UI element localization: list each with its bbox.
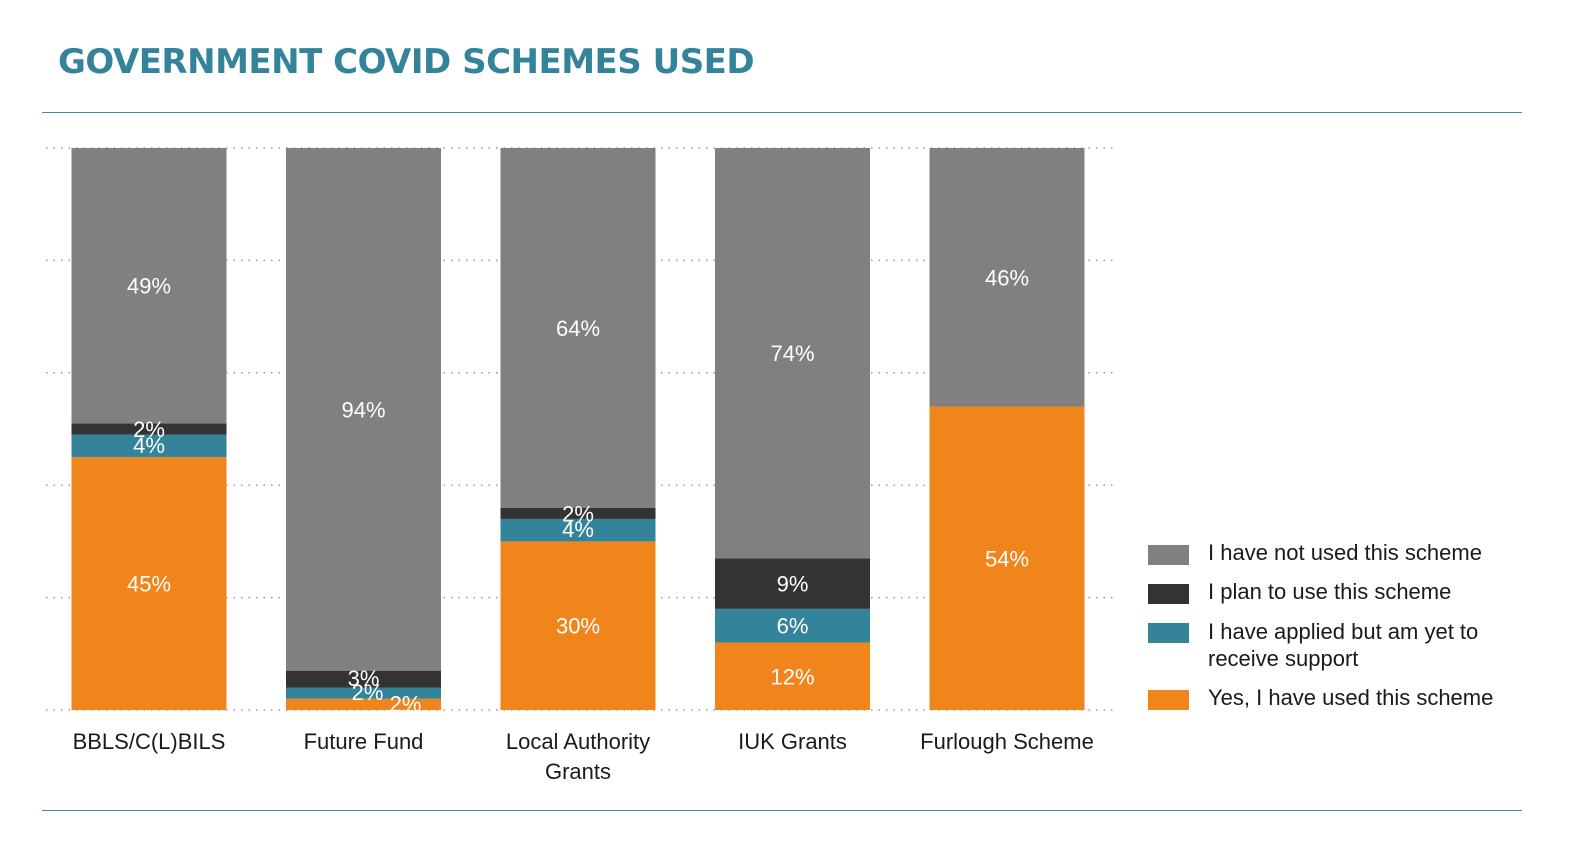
data-label: 2% [352,680,384,705]
legend-swatch-applied [1148,623,1189,643]
chart-title: GOVERNMENT COVID SCHEMES USED [58,42,755,82]
legend-item-plan: I plan to use this scheme [1148,579,1508,605]
bar-segment-2-series-2 [286,687,441,699]
bar-segment-1-series-3 [71,423,227,435]
data-label: 2% [390,691,422,716]
bar-segment-5-series-1 [929,406,1085,710]
category-label: Furlough Scheme [920,729,1094,754]
category-label: Future Fund [304,729,424,754]
legend-item-not-used: I have not used this scheme [1148,540,1508,566]
bar-segment-1-series-1 [71,457,227,710]
category-label: BBLS/C(L)BILS [73,729,226,754]
category-label: Local Authority Grants [506,729,650,784]
data-label: 64% [556,316,600,341]
bottom-divider [42,810,1522,811]
top-divider [42,112,1522,113]
legend-item-used: Yes, I have used this scheme [1148,685,1508,711]
legend-swatch-used [1148,690,1189,710]
bar-segment-3-series-4 [500,148,656,508]
data-label: 9% [777,572,809,597]
data-label: 2% [133,417,165,442]
bar-segment-4-series-4 [715,148,870,559]
bar-segment-2-series-1 [286,698,441,710]
data-label: 2% [562,501,594,526]
data-label: 3% [348,666,380,691]
data-label: 54% [985,546,1029,571]
data-label: 74% [770,341,814,366]
legend-label-plan: I plan to use this scheme [1208,579,1452,604]
legend: I have not used this scheme I plan to us… [1148,540,1508,711]
legend-label-applied: I have applied but am yet to receive sup… [1208,619,1479,671]
category-label: IUK Grants [738,729,847,754]
data-label: 4% [133,433,165,458]
bar-segment-4-series-2 [715,608,870,643]
data-label: 94% [341,397,385,422]
data-label: 6% [777,614,809,639]
bar-segment-1-series-4 [71,148,227,424]
bar-segment-1-series-2 [71,434,227,458]
legend-label-not-used: I have not used this scheme [1208,540,1482,565]
data-label: 49% [127,274,171,299]
bar-segment-5-series-4 [929,148,1085,407]
data-label: 45% [127,572,171,597]
legend-swatch-not-used [1148,545,1189,565]
bar-segment-4-series-3 [715,558,870,609]
legend-item-applied: I have applied but am yet to receive sup… [1148,618,1508,672]
bar-segment-3-series-1 [500,541,656,710]
legend-label-used: Yes, I have used this scheme [1208,685,1494,710]
bar-segment-3-series-3 [500,507,656,519]
bar-segment-3-series-2 [500,518,656,542]
data-label: 30% [556,614,600,639]
bar-segment-2-series-3 [286,670,441,688]
data-label: 46% [985,265,1029,290]
legend-swatch-plan [1148,584,1189,604]
data-label: 12% [770,664,814,689]
data-label: 4% [562,517,594,542]
bar-segment-4-series-1 [715,642,870,710]
bar-segment-2-series-4 [286,148,441,671]
